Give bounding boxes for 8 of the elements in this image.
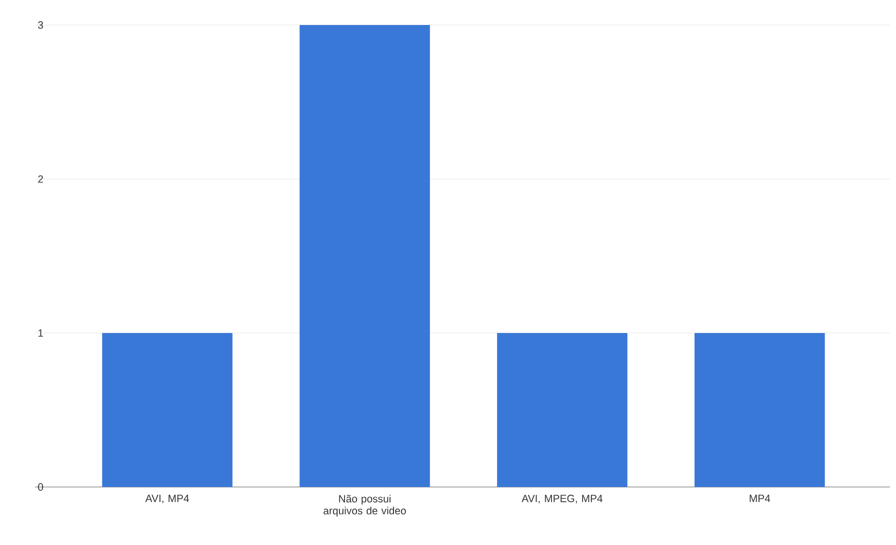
x-tick-label: AVI, MPEG, MP4 bbox=[522, 494, 602, 504]
y-tick-label: 2 bbox=[38, 175, 43, 183]
y-tick-label: 3 bbox=[38, 21, 44, 29]
y-tick-label: 1 bbox=[38, 329, 43, 337]
x-tick-label: MP4 bbox=[750, 494, 770, 502]
x-tick-label: Não possui arquivos de video bbox=[324, 494, 406, 516]
y-tick-label: 0 bbox=[38, 483, 44, 491]
x-tick-label: AVI, MP4 bbox=[145, 494, 189, 504]
